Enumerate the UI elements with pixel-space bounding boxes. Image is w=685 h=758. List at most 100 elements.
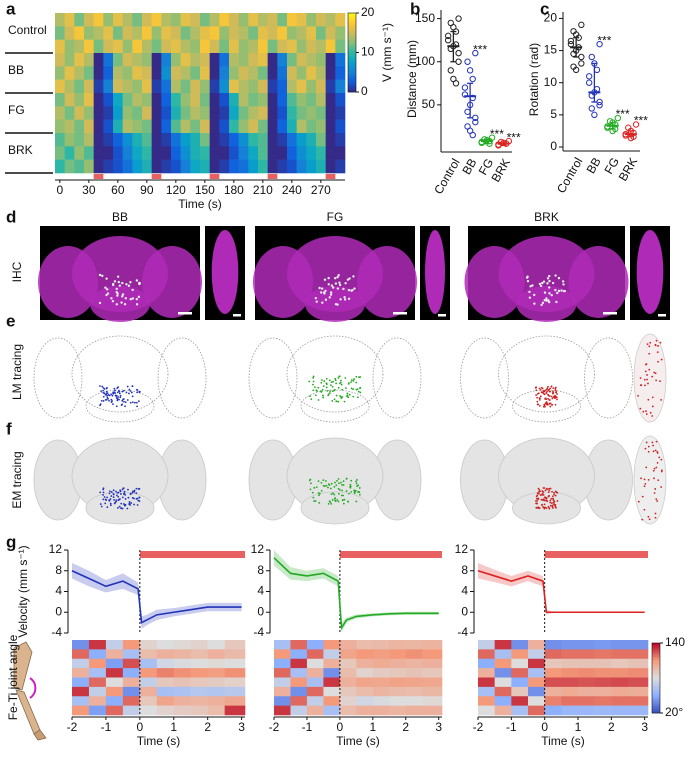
heatmap-cell	[74, 13, 85, 27]
ihc-neuron-signal	[324, 298, 328, 301]
ihc-neuron-signal	[330, 284, 334, 287]
heatmap-cell	[422, 668, 443, 678]
heatmap-cell	[207, 677, 225, 688]
ihc-neuron-signal	[556, 291, 559, 295]
traced-neuron	[549, 487, 552, 490]
heatmap-cell	[161, 79, 172, 94]
heatmap-cell	[267, 93, 278, 107]
heatmap-cell	[207, 705, 225, 716]
traced-neuron	[311, 491, 314, 494]
data-point	[461, 84, 469, 91]
heatmap-cell	[238, 53, 249, 67]
traced-neuron	[346, 395, 348, 398]
lm-brain-outline	[71, 335, 169, 413]
heatmap-cell	[316, 146, 326, 160]
vnc-traced-neuron	[644, 482, 647, 485]
heatmap-cell	[544, 677, 562, 688]
traced-neuron	[317, 492, 320, 494]
vnc-traced-neuron	[656, 500, 659, 502]
vnc-traced-neuron	[645, 413, 648, 415]
data-point	[464, 108, 471, 115]
traced-neuron	[335, 394, 338, 397]
heatmap-cell	[290, 696, 308, 706]
x-tick-label: 210	[253, 183, 273, 197]
ihc-neuron-signal	[343, 296, 346, 299]
traced-neuron	[534, 386, 537, 389]
traced-neuron	[549, 504, 552, 507]
heatmap-cell	[219, 39, 230, 54]
heatmap-cell	[248, 79, 259, 94]
vnc-traced-neuron	[656, 462, 659, 464]
traced-neuron	[335, 484, 338, 487]
heatmap-cell	[122, 79, 133, 94]
vnc-traced-neuron	[654, 449, 657, 452]
heatmap-cell	[306, 13, 317, 27]
traced-neuron	[551, 505, 554, 508]
heatmap-cell	[323, 640, 341, 650]
heatmap-cell	[277, 133, 288, 147]
heatmap-cell	[405, 686, 423, 697]
traced-neuron	[345, 387, 347, 389]
stimulus-mark	[209, 174, 220, 179]
heatmap-cell	[180, 39, 191, 54]
traced-neuron	[321, 388, 324, 391]
data-point	[469, 75, 476, 83]
heatmap-cell	[132, 106, 143, 120]
colorbar-step	[652, 664, 660, 667]
heatmap-cell	[113, 133, 123, 147]
heatmap-cell	[389, 668, 407, 678]
heatmap-cell	[578, 668, 595, 678]
heatmap-cell	[151, 39, 162, 54]
traced-neuron	[342, 494, 344, 497]
ihc-neuron-signal	[131, 297, 135, 300]
heatmap-cell	[296, 66, 307, 80]
heatmap-cell	[190, 658, 208, 669]
velocity-line	[477, 569, 645, 614]
column-label: BB	[112, 210, 128, 224]
heatmap-cell	[132, 13, 143, 27]
heatmap-cell	[173, 705, 192, 716]
heatmap-cell	[93, 146, 104, 160]
heatmap-cell	[594, 677, 612, 688]
traced-neuron	[547, 505, 550, 508]
traced-neuron	[337, 500, 340, 503]
significance: ***	[473, 42, 487, 56]
traced-neuron	[344, 377, 347, 379]
traced-neuron	[136, 504, 139, 506]
traced-neuron	[542, 487, 545, 489]
heatmap-cell	[103, 39, 114, 54]
ihc-image	[253, 226, 417, 322]
heatmap-cell	[72, 677, 90, 688]
heatmap-cell	[274, 640, 291, 650]
heatmap-cell	[180, 119, 191, 134]
ihc-neuron-signal	[528, 296, 532, 299]
x-tick-label: 270	[311, 183, 331, 197]
traced-neuron	[547, 385, 549, 388]
traced-neuron	[341, 489, 344, 492]
heatmap-cell	[200, 106, 210, 120]
heatmap-cell	[248, 93, 259, 107]
heatmap-cell	[422, 686, 443, 697]
heatmap-cell	[161, 119, 172, 134]
vnc-traced-neuron	[651, 441, 654, 444]
heatmap-cell	[190, 146, 201, 160]
heatmap-cell	[316, 53, 326, 67]
heatmap-cell	[142, 39, 152, 54]
heatmap-cell	[156, 686, 175, 697]
y-tick-label: 150	[415, 11, 435, 25]
heatmap-cell	[132, 93, 143, 107]
heatmap-cell	[316, 119, 326, 134]
traced-neuron	[556, 398, 558, 401]
heatmap-cell	[422, 696, 443, 706]
heatmap-cell	[611, 668, 629, 678]
heatmap-cell	[229, 119, 239, 134]
data-point	[472, 49, 479, 57]
traced-neuron	[320, 381, 323, 384]
traced-neuron	[350, 490, 353, 493]
heatmap-cell	[316, 26, 326, 40]
heatmap-cell	[171, 159, 181, 174]
ihc-neuron-signal	[98, 301, 102, 305]
heatmap-cell	[258, 106, 268, 120]
heatmap-cell	[405, 640, 423, 650]
